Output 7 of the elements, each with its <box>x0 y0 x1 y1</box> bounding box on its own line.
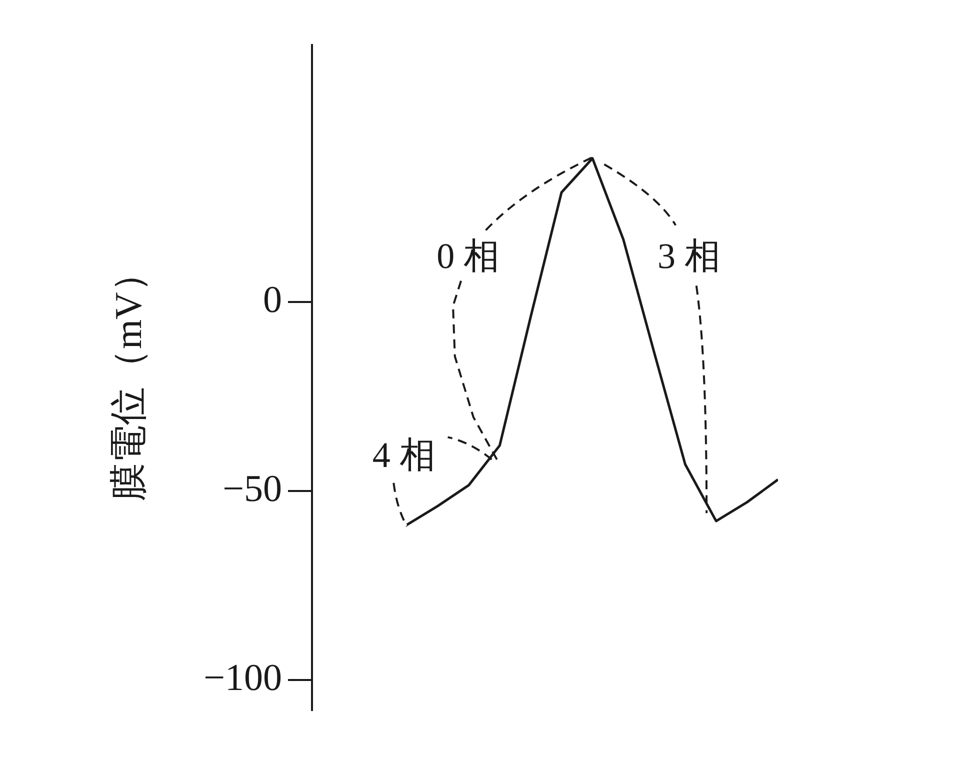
annotation: 4 相 <box>372 435 436 476</box>
annotation: 3 相 <box>657 236 720 276</box>
annotation: 0 相 <box>436 236 500 276</box>
y-axis-title: 膜電位（mV） <box>108 254 150 501</box>
y-tick-label: 0 <box>263 278 282 321</box>
y-tick-label: −50 <box>222 468 282 510</box>
y-tick-label: −100 <box>204 656 282 699</box>
